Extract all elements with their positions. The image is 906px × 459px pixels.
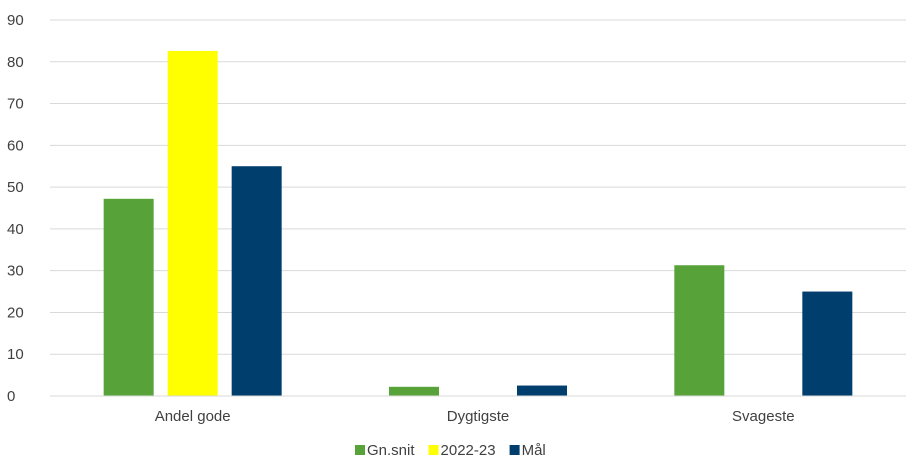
bar-1-1 [103,198,154,396]
legend-swatch [428,445,439,455]
legend-label: Mål [522,442,546,459]
legend-label: Gn.snit [367,442,415,459]
y-tick-label: 70 [7,96,24,113]
legend-label: 2022-23 [441,442,496,459]
y-axis-ticks: 0 10 20 30 40 50 60 70 80 90 [7,12,24,405]
y-tick-label: 80 [7,54,24,71]
y-tick-label: 50 [7,179,24,196]
bar-3-1 [231,166,282,396]
bar-1-3 [674,265,725,396]
legend: Gn.snit 2022-23 Mål [355,442,546,459]
y-tick-label: 20 [7,304,24,321]
bar-3-3 [802,291,853,396]
x-category-label: Andel gode [155,408,231,425]
x-category-label: Dygtigste [447,408,510,425]
y-tick-label: 40 [7,221,24,238]
y-tick-label: 30 [7,263,24,280]
x-category-label: Svageste [732,408,795,425]
x-axis-categories: Andel gode Dygtigste Svageste [155,408,795,425]
y-tick-label: 10 [7,346,24,363]
y-tick-label: 0 [7,388,15,405]
y-tick-label: 60 [7,137,24,154]
legend-swatch [509,445,520,455]
legend-swatch [355,445,365,455]
bar-1-2 [389,386,439,396]
bars [103,50,853,396]
bar-3-2 [517,385,567,396]
bar-2-1 [167,50,218,396]
y-tick-label: 90 [7,12,24,29]
